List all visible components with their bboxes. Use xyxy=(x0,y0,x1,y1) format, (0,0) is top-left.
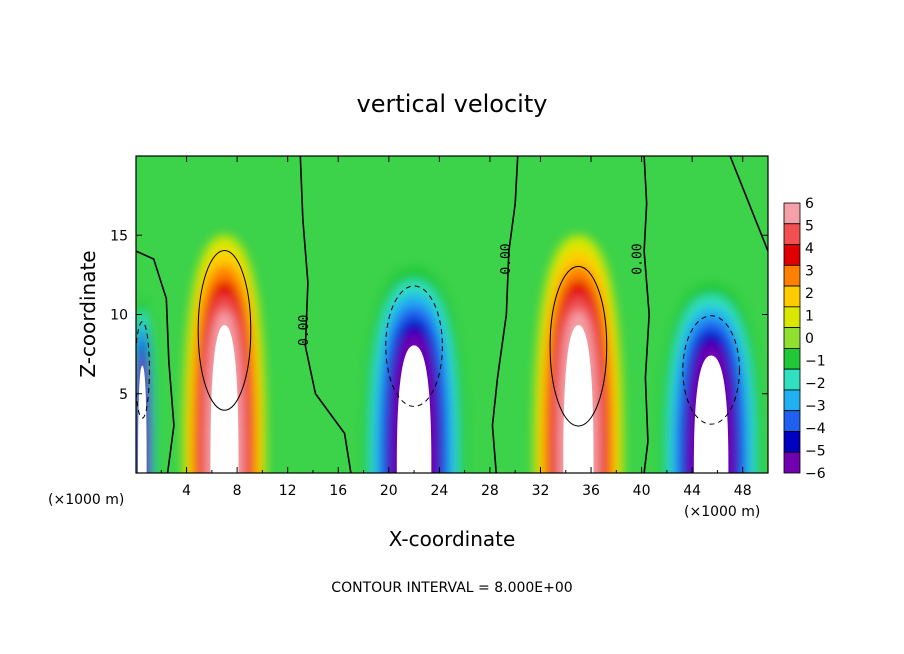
updraft-1-level-7 xyxy=(210,325,239,473)
x-tick-label: 44 xyxy=(683,483,701,499)
zero-contour-line-5 xyxy=(729,156,768,252)
colorbar-label: 4 xyxy=(805,241,814,257)
y-tick-label: 10 xyxy=(110,308,128,324)
contour-label-group: 0.00 0.00 0.00 xyxy=(297,243,646,346)
y-unit-label: (×1000 m) xyxy=(48,492,124,508)
y-tick-label: 5 xyxy=(119,387,128,403)
contour-label-1: 0.00 xyxy=(297,315,312,346)
updraft-2-level-7 xyxy=(563,325,594,473)
contour-label-3: 0.00 xyxy=(631,243,646,274)
colorbar-label: 6 xyxy=(805,196,814,212)
x-axis-title: X-coordinate xyxy=(389,527,516,551)
colorbar-swatch xyxy=(783,223,801,245)
y-axis: 5 10 15 xyxy=(110,228,768,403)
colorbar-label: 2 xyxy=(805,286,814,302)
colorbar-swatch xyxy=(783,264,801,287)
colorbar-swatch xyxy=(783,244,801,266)
zero-contour-line-1 xyxy=(299,156,352,473)
x-tick-label: 40 xyxy=(633,483,651,499)
zero-contour-line-3 xyxy=(643,156,650,473)
zero-contour-line-2 xyxy=(491,156,519,473)
downdraft-1-level-7 xyxy=(396,345,432,473)
plot-area xyxy=(136,156,768,473)
x-tick-label: 48 xyxy=(734,483,752,499)
x-tick-label: 4 xyxy=(182,483,191,499)
y-tick-label: 15 xyxy=(110,228,128,244)
contour-interval-note: CONTOUR INTERVAL = 8.000E+00 xyxy=(331,580,572,596)
x-tick-label: 28 xyxy=(481,483,499,499)
colorbar-swatch xyxy=(783,306,801,329)
colorbar-swatch xyxy=(783,347,801,370)
downdraft-3-level-7 xyxy=(138,365,147,473)
colorbar-label: −5 xyxy=(805,444,826,460)
downdraft-contour-1 xyxy=(385,285,443,407)
colorbar-swatch xyxy=(783,410,801,432)
colorbar-label: −3 xyxy=(805,399,826,415)
x-tick-label: 8 xyxy=(233,483,242,499)
colorbar-swatch xyxy=(783,431,801,453)
colorbar-label: 0 xyxy=(805,331,814,347)
updraft-contour-1 xyxy=(197,249,252,411)
colorbar-swatch xyxy=(783,327,801,349)
downdraft-2-level-7 xyxy=(693,355,729,473)
x-unit-label: (×1000 m) xyxy=(684,504,760,520)
colorbar-label: −1 xyxy=(805,354,826,370)
downdraft-contour-2 xyxy=(682,315,740,425)
colorbar-label: −2 xyxy=(805,376,826,392)
chart-title: vertical velocity xyxy=(357,90,548,118)
colorbar: 6 5 4 3 2 1 0 −1 −2 −3 −4 −5 −6 xyxy=(783,196,826,482)
zero-contour-line-4 xyxy=(136,250,175,473)
colorbar-swatch xyxy=(783,202,801,225)
x-tick-label: 16 xyxy=(329,483,347,499)
contour-lines xyxy=(136,156,768,473)
colorbar-label: 1 xyxy=(805,309,814,325)
colorbar-label: −4 xyxy=(805,421,826,437)
colorbar-label: 5 xyxy=(805,219,814,235)
field-layers xyxy=(136,235,762,473)
x-axis: 4 8 12 16 20 24 28 32 36 40 44 48 xyxy=(160,156,752,499)
contour-label-2: 0.00 xyxy=(499,243,514,274)
updraft-contour-2 xyxy=(549,265,608,427)
y-axis-title: Z-coordinate xyxy=(76,250,100,377)
colorbar-swatch xyxy=(783,389,801,412)
x-tick-label: 36 xyxy=(582,483,600,499)
x-tick-label: 20 xyxy=(380,483,398,499)
x-tick-label: 24 xyxy=(430,483,448,499)
x-tick-label: 12 xyxy=(279,483,297,499)
colorbar-swatch xyxy=(783,368,801,391)
colorbar-swatch xyxy=(783,285,801,308)
colorbar-swatch xyxy=(783,451,801,474)
x-tick-label: 32 xyxy=(532,483,550,499)
colorbar-label: −6 xyxy=(805,466,826,482)
downdraft-contour-3 xyxy=(136,321,150,419)
colorbar-label: 3 xyxy=(805,264,814,280)
